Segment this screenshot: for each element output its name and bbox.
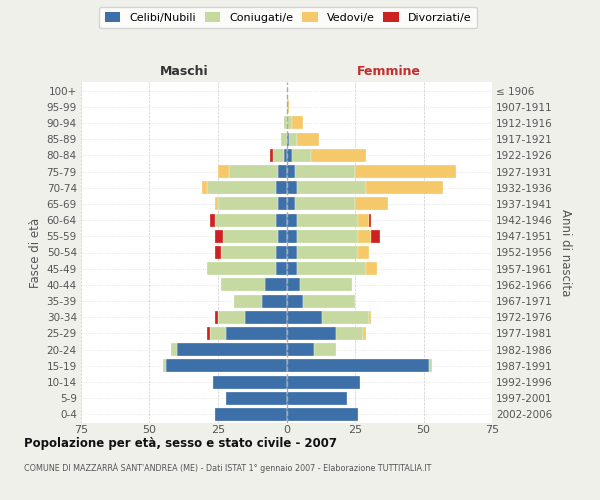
Bar	[287, 165, 295, 178]
Bar	[287, 278, 300, 291]
Bar	[358, 230, 371, 243]
Bar	[215, 246, 221, 259]
Bar	[292, 149, 311, 162]
Bar	[278, 165, 287, 178]
Bar	[245, 311, 287, 324]
Bar	[369, 214, 371, 226]
Bar	[226, 392, 287, 404]
Bar	[275, 262, 287, 275]
Bar	[235, 294, 262, 308]
Bar	[177, 343, 287, 356]
Text: Maschi: Maschi	[160, 64, 208, 78]
Bar	[289, 132, 298, 145]
Bar	[221, 246, 275, 259]
Bar	[292, 116, 303, 130]
Bar	[369, 311, 371, 324]
Bar	[172, 343, 177, 356]
Bar	[215, 198, 218, 210]
Bar	[298, 262, 366, 275]
Bar	[275, 246, 287, 259]
Bar	[163, 360, 166, 372]
Bar	[287, 294, 303, 308]
Bar	[218, 198, 278, 210]
Bar	[295, 165, 355, 178]
Bar	[371, 230, 380, 243]
Bar	[287, 116, 292, 130]
Bar	[218, 311, 245, 324]
Bar	[281, 132, 287, 145]
Bar	[207, 327, 210, 340]
Bar	[287, 311, 322, 324]
Bar	[287, 214, 298, 226]
Bar	[223, 230, 278, 243]
Bar	[355, 165, 457, 178]
Bar	[287, 230, 298, 243]
Bar	[298, 246, 358, 259]
Bar	[202, 182, 207, 194]
Bar	[210, 214, 215, 226]
Bar	[207, 262, 275, 275]
Bar	[295, 198, 355, 210]
Bar	[215, 230, 223, 243]
Y-axis label: Anni di nascita: Anni di nascita	[559, 209, 572, 296]
Bar	[336, 327, 363, 340]
Bar	[287, 327, 336, 340]
Bar	[303, 294, 355, 308]
Bar	[226, 327, 287, 340]
Bar	[363, 327, 366, 340]
Bar	[275, 214, 287, 226]
Bar	[287, 408, 358, 421]
Bar	[287, 343, 314, 356]
Text: Popolazione per età, sesso e stato civile - 2007: Popolazione per età, sesso e stato civil…	[24, 438, 337, 450]
Bar	[284, 149, 287, 162]
Bar	[287, 376, 361, 388]
Bar	[358, 214, 369, 226]
Text: COMUNE DI MAZZARRÀ SANT'ANDREA (ME) - Dati ISTAT 1° gennaio 2007 - Elaborazione : COMUNE DI MAZZARRÀ SANT'ANDREA (ME) - Da…	[24, 462, 431, 473]
Bar	[278, 230, 287, 243]
Bar	[262, 294, 287, 308]
Bar	[221, 278, 265, 291]
Bar	[229, 165, 278, 178]
Bar	[278, 198, 287, 210]
Bar	[298, 182, 366, 194]
Bar	[287, 149, 292, 162]
Bar	[287, 392, 347, 404]
Bar	[212, 376, 287, 388]
Bar	[298, 132, 319, 145]
Bar	[298, 214, 358, 226]
Bar	[215, 214, 275, 226]
Bar	[429, 360, 432, 372]
Bar	[287, 100, 289, 114]
Bar	[273, 149, 284, 162]
Bar	[287, 132, 289, 145]
Text: Femmine: Femmine	[357, 64, 421, 78]
Bar	[300, 278, 352, 291]
Bar	[215, 311, 218, 324]
Bar	[366, 182, 443, 194]
Y-axis label: Fasce di età: Fasce di età	[29, 218, 43, 288]
Bar	[210, 327, 226, 340]
Bar	[275, 182, 287, 194]
Bar	[215, 408, 287, 421]
Bar	[218, 165, 229, 178]
Bar	[287, 182, 298, 194]
Bar	[287, 262, 298, 275]
Bar	[207, 182, 275, 194]
Bar	[311, 149, 366, 162]
Bar	[166, 360, 287, 372]
Bar	[355, 198, 388, 210]
Bar	[284, 116, 287, 130]
Bar	[314, 343, 336, 356]
Bar	[358, 246, 369, 259]
Bar	[298, 230, 358, 243]
Bar	[270, 149, 273, 162]
Bar	[287, 360, 429, 372]
Legend: Celibi/Nubili, Coniugati/e, Vedovi/e, Divorziati/e: Celibi/Nubili, Coniugati/e, Vedovi/e, Di…	[99, 6, 477, 29]
Bar	[322, 311, 369, 324]
Bar	[265, 278, 287, 291]
Bar	[366, 262, 377, 275]
Bar	[287, 246, 298, 259]
Bar	[287, 198, 295, 210]
